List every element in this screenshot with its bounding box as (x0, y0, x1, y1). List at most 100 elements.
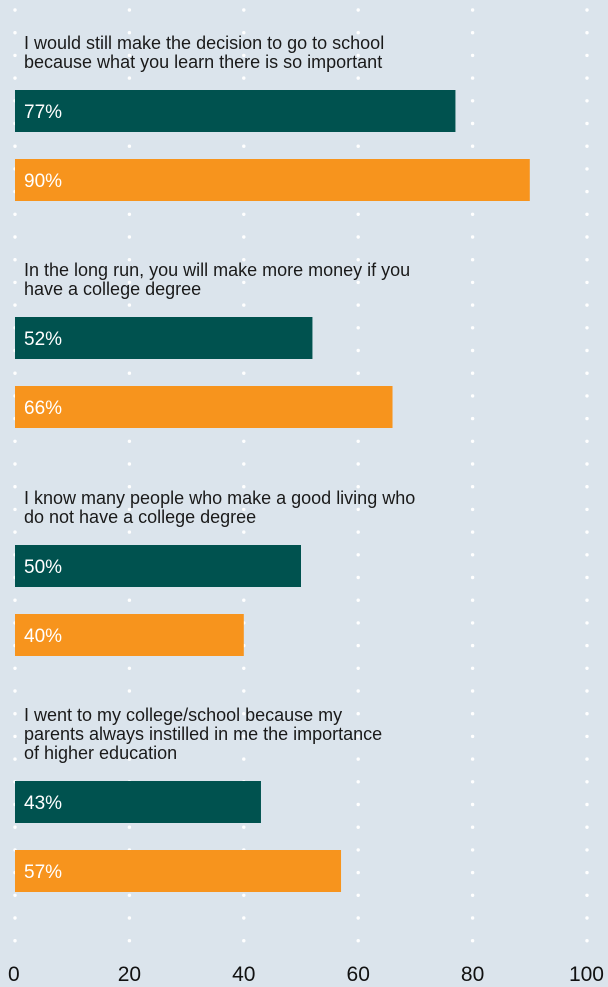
grid-dot (13, 53, 17, 58)
grid-dot (127, 757, 132, 761)
grid-dot (585, 258, 589, 262)
grid-dot (585, 689, 589, 693)
grid-dot (470, 530, 475, 534)
grid-dot (242, 8, 246, 12)
grid-dot (13, 371, 17, 375)
grid-dot (585, 757, 589, 761)
x-tick-label: 40 (232, 963, 255, 986)
grid-dot (356, 530, 360, 534)
grid-dot (585, 485, 589, 489)
grid-dot (127, 144, 132, 148)
grid-dot (356, 212, 360, 216)
grid-dot (356, 621, 360, 625)
grid-dot (585, 575, 589, 580)
grid-dot (356, 848, 360, 852)
grid-dot (470, 99, 475, 103)
grid-dot (13, 462, 17, 466)
grid-dot (585, 916, 589, 920)
grid-dot (13, 235, 17, 239)
grid-dot (242, 212, 246, 216)
grid-dot (127, 530, 132, 534)
grid-dot (356, 371, 360, 375)
grid-dot (356, 575, 360, 580)
grid-dot (585, 553, 589, 557)
bar-value-label: 77% (24, 102, 62, 123)
grid-dot (127, 371, 132, 375)
grid-dot (242, 666, 246, 670)
grid-dot (470, 825, 475, 829)
bar-value-label: 66% (24, 398, 62, 419)
grid-dot (127, 893, 132, 897)
x-tick-label: 100 (569, 963, 604, 986)
grid-dot (585, 348, 589, 353)
grid-dot (127, 939, 132, 943)
grid-dot (585, 8, 589, 12)
bar-value-label: 50% (24, 557, 62, 578)
x-axis-ticks: 0 20 40 60 80 100 (8, 963, 604, 986)
bar (15, 614, 244, 656)
grid-dot (585, 666, 589, 670)
grid-dot (127, 303, 132, 307)
grid-dot (13, 31, 17, 35)
grid-dot (127, 258, 132, 262)
grid-dot (127, 507, 132, 512)
grid-dot (356, 870, 360, 875)
bar-group: I know many people who make a good livin… (15, 488, 415, 656)
grid-dot (242, 462, 246, 466)
grid-dot (13, 144, 17, 148)
grid-dot (470, 643, 475, 648)
x-tick-label: 80 (461, 963, 484, 986)
grid-dot (585, 76, 589, 80)
grid-dot (127, 462, 132, 466)
x-tick-label: 0 (8, 963, 20, 986)
grid-dot (356, 734, 360, 739)
grid-dot (127, 439, 132, 443)
grid-dot (13, 734, 17, 739)
grid-dot (585, 530, 589, 534)
grid-dot (470, 916, 475, 920)
grid-dot (585, 326, 589, 330)
bar-value-label: 43% (24, 793, 62, 814)
grid-dot (356, 939, 360, 943)
x-tick-label: 60 (347, 963, 370, 986)
grid-dot (470, 212, 475, 216)
grid-dot (585, 439, 589, 443)
grid-dot (13, 485, 17, 489)
grid-dot (470, 416, 475, 421)
bar (15, 545, 301, 587)
grid-dot (470, 939, 475, 943)
bar (15, 317, 313, 359)
grid-dot (585, 643, 589, 648)
grid-dot (585, 416, 589, 421)
grid-dot (585, 598, 589, 602)
grid-dot (470, 553, 475, 557)
grid-dot (127, 666, 132, 670)
grid-dot (470, 485, 475, 489)
grid-dot (13, 916, 17, 920)
grid-dot (470, 76, 475, 80)
grid-dot (585, 621, 589, 625)
grid-dot (356, 643, 360, 648)
grid-dot (127, 76, 132, 80)
grid-dot (470, 870, 475, 875)
grid-dot (356, 666, 360, 670)
grid-dot (13, 303, 17, 307)
grid-dot (470, 280, 475, 285)
grid-dot (356, 780, 360, 784)
grid-dot (242, 31, 246, 35)
grid-dot (356, 53, 360, 58)
grid-dot (585, 99, 589, 103)
grid-dot (470, 780, 475, 784)
grid-dot (13, 893, 17, 897)
grid-dot (585, 235, 589, 239)
grid-dot (242, 893, 246, 897)
grid-dot (470, 757, 475, 761)
grid-dot (585, 893, 589, 897)
grid-dot (585, 53, 589, 58)
grid-dot (356, 439, 360, 443)
grid-dot (470, 893, 475, 897)
grid-dot (356, 825, 360, 829)
grid-dot (242, 76, 246, 80)
grid-dot (242, 507, 246, 512)
grid-dot (470, 235, 475, 239)
